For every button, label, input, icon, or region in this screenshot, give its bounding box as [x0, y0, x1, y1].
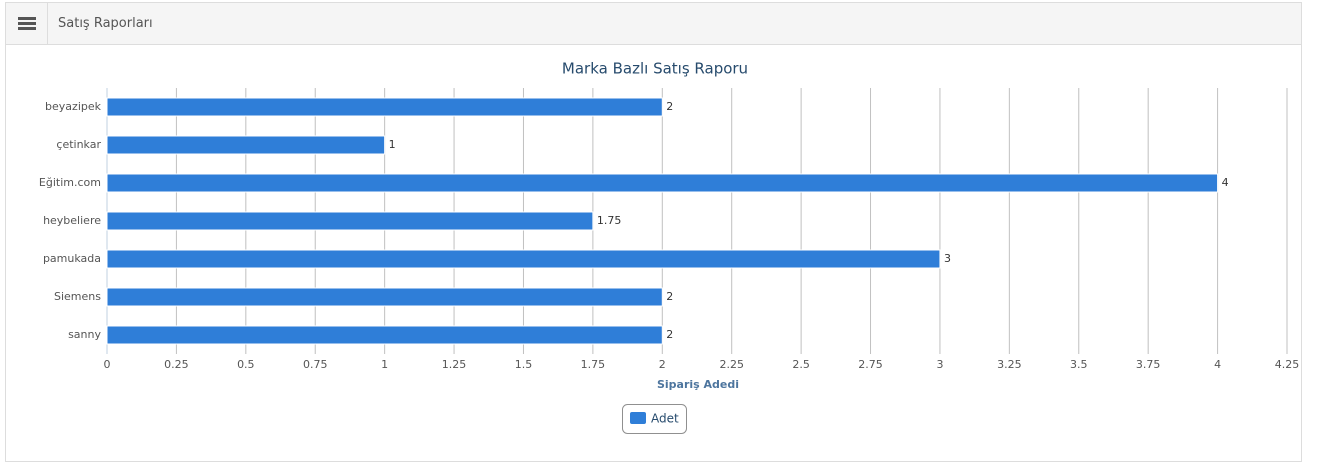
y-tick-label: sanny: [68, 328, 101, 341]
panel: Satış Raporları: [5, 2, 1302, 462]
x-tick-label: 4: [1214, 358, 1221, 371]
bar: [106, 97, 663, 117]
y-tick-label: heybeliere: [43, 214, 101, 227]
x-tick-label: 0.75: [303, 358, 328, 371]
panel-header: Satış Raporları: [6, 3, 1301, 45]
x-tick-label: 4.25: [1275, 358, 1300, 371]
data-label: 2: [666, 290, 673, 303]
x-tick-label: 2.25: [719, 358, 744, 371]
bar: [106, 325, 663, 345]
chart-title: Marka Bazlı Satış Raporu: [562, 60, 748, 78]
x-tick-label: 0.5: [237, 358, 255, 371]
data-label: 2: [666, 328, 673, 341]
x-tick-label: 0: [104, 358, 111, 371]
legend-label: Adet: [651, 412, 679, 426]
x-tick-label: 1.75: [581, 358, 606, 371]
y-tick-label: Eğitim.com: [39, 176, 101, 189]
data-label: 3: [944, 252, 951, 265]
y-tick-label: Siemens: [54, 290, 101, 303]
panel-title: Satış Raporları: [58, 16, 153, 31]
x-tick-label: 3.25: [997, 358, 1022, 371]
menu-button[interactable]: [6, 3, 48, 44]
legend-swatch: [630, 412, 646, 424]
x-tick-label: 2.5: [792, 358, 810, 371]
y-tick-label: beyazipek: [45, 100, 102, 113]
x-tick-label: 3.75: [1136, 358, 1161, 371]
x-tick-label: 1: [381, 358, 388, 371]
bar: [106, 211, 594, 231]
x-tick-label: 2: [659, 358, 666, 371]
data-label: 4: [1222, 176, 1229, 189]
y-tick-label: çetinkar: [56, 138, 101, 151]
legend-box: [622, 404, 687, 434]
bar: [106, 287, 663, 307]
x-tick-label: 1.25: [442, 358, 467, 371]
legend: Adet: [622, 404, 687, 434]
y-tick-label: pamukada: [43, 252, 101, 265]
bar: [106, 173, 1219, 193]
x-axis-label: Sipariş Adedi: [657, 378, 739, 391]
data-label: 1.75: [597, 214, 622, 227]
x-tick-label: 3: [936, 358, 943, 371]
data-label: 2: [666, 100, 673, 113]
x-tick-label: 0.25: [164, 358, 189, 371]
data-label: 1: [389, 138, 396, 151]
page: Satış Raporları Marka Bazlı Satış Raporu…: [5, 2, 1302, 462]
bar: [106, 249, 941, 269]
x-tick-label: 3.5: [1070, 358, 1088, 371]
chart: Marka Bazlı Satış Raporu Sipariş Adedi 0…: [39, 60, 1300, 434]
bar: [106, 135, 386, 155]
x-tick-label: 2.75: [858, 358, 883, 371]
x-tick-label: 1.5: [515, 358, 533, 371]
